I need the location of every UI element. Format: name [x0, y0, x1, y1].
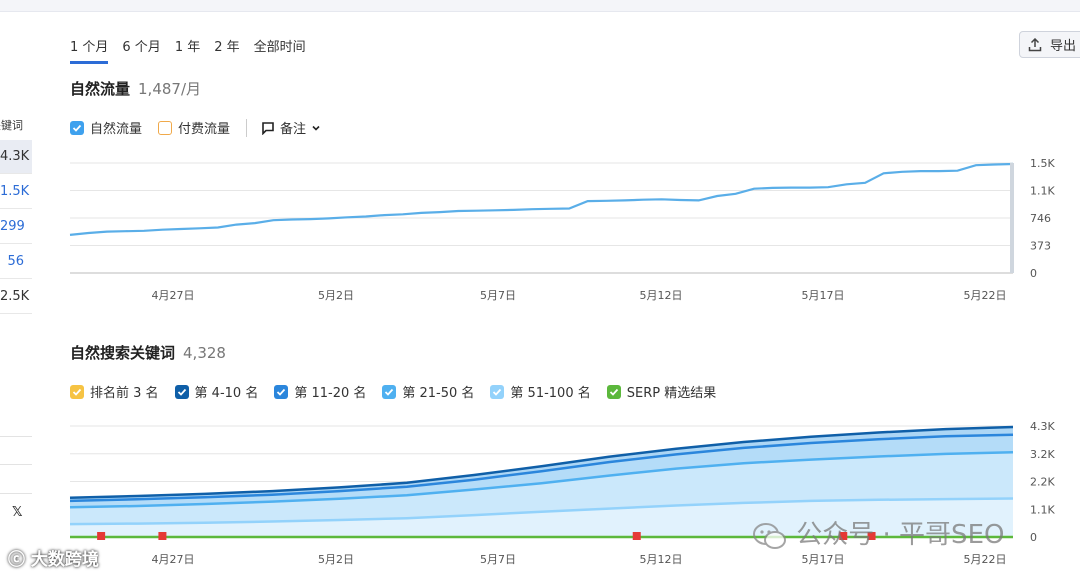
legend-label: SERP 精选结果 — [626, 386, 717, 401]
checkbox-checked-icon — [70, 120, 84, 135]
divider — [0, 464, 32, 465]
legend-organic-traffic[interactable]: 自然流量 — [70, 118, 142, 137]
divider — [246, 118, 248, 137]
traffic-y-tick: 0 — [1030, 267, 1037, 280]
keywords-value: 4,328 — [183, 344, 226, 362]
notes-dropdown[interactable]: 备注 — [261, 118, 321, 137]
keywords-event-marker — [839, 532, 848, 540]
watermark-bigdata: ⓒ 大数跨境 — [8, 550, 99, 570]
keywords-event-marker — [97, 532, 106, 540]
keywords-event-marker — [632, 532, 641, 540]
legend-label: 第 21-50 名 — [402, 386, 475, 401]
left-col-row[interactable]: 4.3K — [0, 140, 32, 174]
traffic-title: 自然流量 — [70, 80, 131, 98]
keywords-event-marker — [867, 532, 876, 540]
checkbox-checked-icon — [274, 384, 289, 399]
keywords-series-line — [69, 425, 1014, 500]
keywords-x-tick: 4月27日 — [152, 553, 195, 566]
keywords-y-tick: 0 — [1030, 531, 1037, 544]
keywords-series-line — [69, 433, 1014, 503]
upload-icon — [1028, 37, 1042, 51]
traffic-value: 1,487/月 — [138, 80, 202, 98]
keywords-series-line — [69, 451, 1014, 509]
period-tabs: 1 个月 6 个月 1 年 2 年 全部时间 — [70, 36, 306, 64]
checkbox-checked-icon — [490, 384, 505, 399]
traffic-x-tick: 5月17日 — [802, 289, 845, 302]
keywords-legend: 排名前 3 名 第 4-10 名 第 11-20 名 第 21-50 名 第 51-10… — [70, 382, 732, 401]
left-col-row[interactable]: 56 — [0, 245, 32, 279]
top-band — [0, 0, 1080, 12]
traffic-x-tick: 5月22日 — [964, 289, 1007, 302]
tab-all-time[interactable]: 全部时间 — [253, 40, 306, 55]
chevron-down-icon — [312, 125, 320, 131]
keywords-area-fill — [70, 498, 1013, 537]
traffic-y-tick: 1.5K — [1030, 157, 1055, 170]
legend-keyword-item[interactable]: 排名前 3 名 — [70, 382, 159, 401]
export-button[interactable]: 导出 — [1019, 31, 1080, 58]
legend-keyword-item[interactable]: 第 11-20 名 — [274, 382, 366, 401]
traffic-x-tick: 5月2日 — [318, 289, 354, 302]
tab-6-months[interactable]: 6 个月 — [122, 40, 161, 55]
traffic-y-tick: 746 — [1030, 212, 1051, 225]
legend-keyword-item[interactable]: 第 4-10 名 — [174, 382, 259, 401]
legend-label: 第 11-20 名 — [294, 386, 367, 401]
notes-label: 备注 — [280, 122, 307, 137]
keywords-y-tick: 2.2K — [1030, 476, 1055, 489]
left-keyword-column: 关键词 4.3K 1.5K 299 56 2.5K 𝕏 — [0, 0, 34, 577]
traffic-y-tick: 1.1K — [1030, 185, 1055, 198]
traffic-hover-bar — [1010, 163, 1014, 273]
checkbox-checked-icon — [174, 384, 189, 399]
checkbox-empty-icon — [158, 120, 173, 135]
legend-label: 排名前 3 名 — [90, 386, 159, 401]
checkbox-checked-icon — [606, 384, 621, 399]
legend-label: 第 51-100 名 — [510, 386, 591, 401]
checkbox-checked-icon — [70, 384, 84, 399]
divider — [0, 493, 32, 494]
comment-icon — [262, 121, 274, 135]
legend-label: 付费流量 — [178, 122, 231, 137]
keywords-event-marker — [158, 532, 167, 540]
left-col-row[interactable]: 299 — [0, 210, 32, 244]
left-col-row[interactable]: 1.5K — [0, 175, 32, 209]
keywords-x-tick: 5月2日 — [318, 553, 354, 566]
legend-keyword-item[interactable]: 第 21-50 名 — [382, 382, 474, 401]
checkbox-checked-icon — [382, 384, 397, 399]
left-col-row[interactable]: 2.5K — [0, 280, 32, 314]
legend-label: 第 4-10 名 — [194, 386, 259, 401]
keywords-y-tick: 3.2K — [1030, 448, 1055, 461]
traffic-x-tick: 5月12日 — [640, 289, 683, 302]
legend-paid-traffic[interactable]: 付费流量 — [158, 118, 230, 137]
export-label: 导出 — [1050, 39, 1077, 54]
keywords-x-tick: 5月22日 — [964, 553, 1007, 566]
watermark-wechat: 公众号 · 平哥SEO — [752, 514, 1004, 551]
legend-keyword-item[interactable]: 第 51-100 名 — [490, 382, 591, 401]
keywords-y-tick: 1.1K — [1030, 503, 1055, 516]
tab-1-year[interactable]: 1 年 — [174, 40, 201, 55]
legend-keyword-item[interactable]: SERP 精选结果 — [606, 382, 717, 401]
keywords-title: 自然搜索关键词 — [70, 344, 176, 362]
wechat-icon — [753, 522, 786, 549]
keywords-x-tick: 5月12日 — [640, 553, 683, 566]
keywords-y-tick: 4.3K — [1030, 420, 1055, 433]
divider — [0, 436, 32, 437]
traffic-title-row: 自然流量 1,487/月 — [70, 78, 201, 99]
traffic-legend: 自然流量 付费流量 备注 — [70, 118, 321, 137]
left-col-header: 关键词 — [0, 119, 23, 132]
keywords-x-tick: 5月17日 — [802, 553, 845, 566]
keywords-x-tick: 5月7日 — [480, 553, 516, 566]
traffic-series-line — [69, 162, 1014, 236]
tab-2-years[interactable]: 2 年 — [214, 40, 240, 55]
traffic-x-tick: 4月27日 — [152, 289, 195, 302]
traffic-y-tick: 373 — [1030, 240, 1051, 253]
legend-label: 自然流量 — [90, 122, 143, 137]
tab-1-month[interactable]: 1 个月 — [70, 36, 109, 64]
x-share-icon[interactable]: 𝕏 — [12, 505, 23, 520]
traffic-x-tick: 5月7日 — [480, 289, 516, 302]
keywords-series-line — [69, 497, 1014, 526]
keywords-title-row: 自然搜索关键词 4,328 — [70, 342, 226, 363]
